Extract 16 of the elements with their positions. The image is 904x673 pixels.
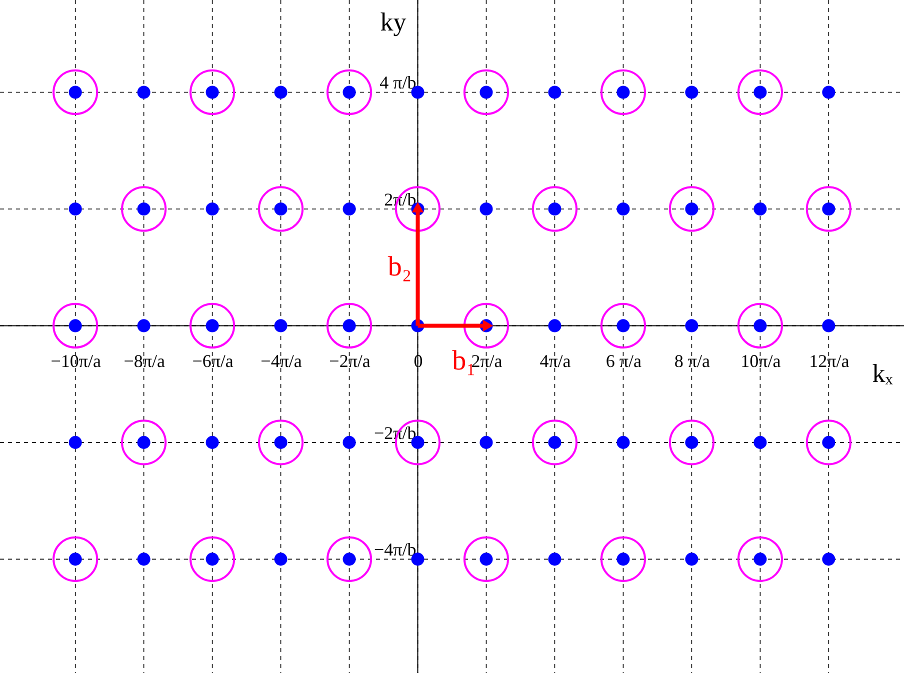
x-tick-label: 6 π/a [606, 351, 642, 372]
x-tick-label: 12π/a [809, 351, 850, 372]
x-tick-label: 8 π/a [674, 351, 710, 372]
x-tick-label: −6π/a [192, 351, 234, 372]
y-tick-label: 4 π/b [380, 72, 416, 93]
x-tick-label: 10π/a [740, 351, 781, 372]
x-tick-label: 4π/a [540, 351, 571, 372]
x-axis-title: kₓ [872, 359, 894, 388]
x-tick-label: −10π/a [50, 351, 101, 372]
y-axis-title: ky [380, 8, 406, 36]
x-tick-label: −4π/a [260, 351, 302, 372]
y-tick-label: −4π/b [374, 540, 416, 560]
x-tick-label: −8π/a [124, 351, 165, 372]
annotation: b₂ [388, 251, 412, 282]
x-tick-label: −2π/a [329, 351, 370, 372]
x-tick-label: 2π/a [471, 351, 502, 372]
